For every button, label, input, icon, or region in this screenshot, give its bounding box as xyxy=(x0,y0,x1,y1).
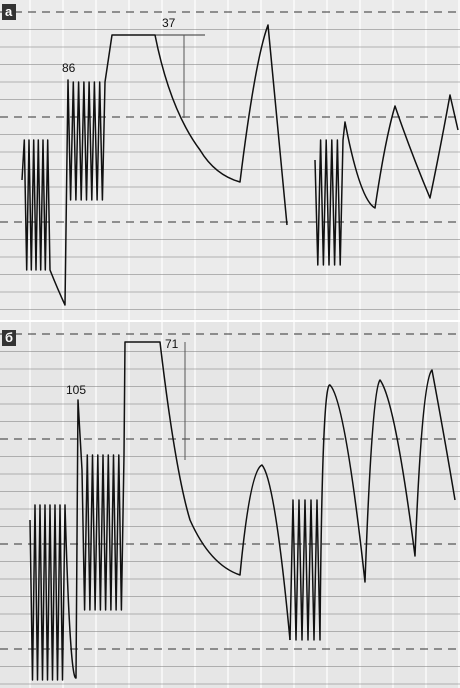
panel-label-box xyxy=(2,330,16,346)
trace xyxy=(21,24,288,306)
trace xyxy=(29,341,291,681)
annotation: 37 xyxy=(162,16,176,30)
annotation: 105 xyxy=(66,383,86,397)
panel-b-background xyxy=(0,322,460,688)
trace xyxy=(289,369,456,641)
panel-label-box xyxy=(2,4,16,20)
trace xyxy=(314,94,459,266)
panel-label: б xyxy=(5,330,13,345)
annotation: 86 xyxy=(62,61,76,75)
annotation: 71 xyxy=(165,337,179,351)
traces xyxy=(21,24,459,681)
panel-label: а xyxy=(5,4,13,19)
